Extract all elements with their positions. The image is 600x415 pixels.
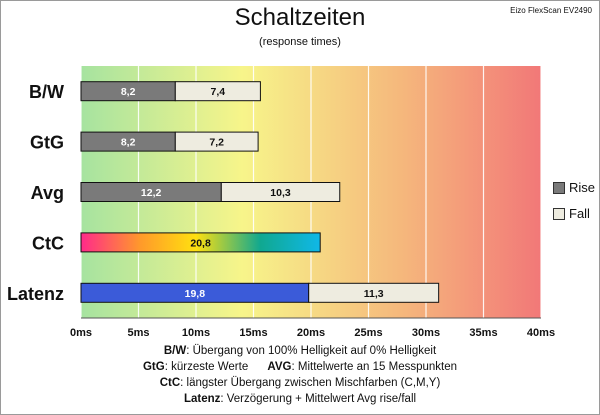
note-key-latenz: Latenz	[183, 393, 221, 405]
note-bw: B/W: Übergang von 100% Helligkeit auf 0%…	[0, 343, 600, 359]
x-tick-label: 30ms	[412, 327, 440, 339]
x-tick-label: 20ms	[297, 327, 325, 339]
data-label-rise: 12,2	[141, 187, 162, 199]
category-label: Avg	[31, 183, 64, 203]
data-label-fall: 7,2	[209, 137, 224, 149]
legend-label-rise: Rise	[569, 180, 596, 195]
chart-title: Schaltzeiten	[234, 4, 366, 31]
note-text-gtg: : kürzeste Werte	[164, 361, 249, 373]
note-text-avg: : Mittelwerte an 15 Messpunkten	[291, 361, 458, 373]
data-label-fall: 11,3	[364, 288, 384, 300]
note-ctc: CtC: längster Übergang zwischen Mischfar…	[0, 375, 600, 391]
data-label-rise: 8,2	[121, 86, 136, 98]
category-label: Latenz	[7, 284, 64, 304]
chart-subtitle: (response times)	[259, 36, 341, 48]
legend-label-fall: Fall	[569, 206, 590, 221]
data-label-fall: 10,3	[270, 187, 291, 199]
note-key-avg: AVG	[267, 361, 292, 373]
x-tick-label: 15ms	[239, 327, 267, 339]
note-latenz: Latenz: Verzögerung + Mittelwert Avg ris…	[0, 391, 600, 407]
data-label-fall: 7,4	[211, 86, 226, 98]
category-label: CtC	[32, 233, 64, 253]
note-key-bw: B/W	[163, 345, 187, 357]
bar-fall	[174, 81, 261, 102]
x-tick-label: 35ms	[469, 327, 497, 339]
legend-item-fall: Fall	[553, 206, 590, 221]
monitor-model: Eizo FlexScan EV2490	[510, 6, 592, 15]
note-text-bw: : Übergang von 100% Helligkeit auf 0% He…	[186, 345, 437, 357]
category-label: GtG	[30, 133, 64, 153]
legend-swatch-rise	[553, 181, 565, 194]
bar-fall	[174, 131, 259, 152]
bar-fall	[220, 182, 341, 202]
data-label-rise: 19,8	[185, 288, 206, 300]
data-label-rise: 20,8	[190, 237, 211, 249]
x-tick-label: 0ms	[70, 327, 92, 339]
note-gtg-avg: GtG: kürzeste Werte AVG: Mittelwerte an …	[0, 359, 600, 375]
legend-swatch-fall	[553, 207, 565, 220]
x-tick-label: 10ms	[182, 327, 210, 339]
note-key-ctc: CtC	[159, 377, 181, 389]
note-text-ctc: : längster Übergang zwischen Mischfarben…	[180, 377, 441, 389]
data-label-rise: 8,2	[121, 137, 136, 149]
bar-rise	[80, 232, 321, 253]
x-tick-labels: 0ms 5ms 10ms 15ms 20ms 25ms 30ms 35ms 40ms	[70, 327, 555, 339]
bar-fall	[308, 282, 440, 303]
category-labels: B/W GtG Avg CtC Latenz	[7, 82, 64, 304]
x-tick-label: 25ms	[354, 327, 382, 339]
bars: 8,2 7,4 8,2 7,2 12,2 10,3 20,8 19,8 11,3	[80, 81, 440, 303]
category-label: B/W	[29, 82, 64, 102]
x-tick-label: 5ms	[127, 327, 149, 339]
legend-item-rise: Rise	[553, 180, 595, 195]
x-tick-label: 40ms	[527, 327, 555, 339]
note-text-latenz: : Verzögerung + Mittelwert Avg rise/fall	[220, 393, 417, 405]
note-key-gtg: GtG	[142, 361, 165, 373]
